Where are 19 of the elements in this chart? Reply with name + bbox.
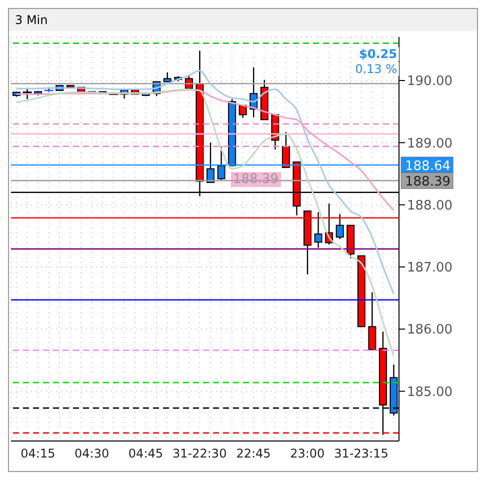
x-tick-label: 04:15	[20, 446, 56, 461]
y-tick-label: 187.00	[407, 260, 452, 276]
x-tick-label: 31-23:15	[334, 446, 388, 461]
ref-line-label: 188.39	[405, 174, 450, 190]
annotation: $0.25	[357, 47, 399, 61]
x-tick-label: 22:45	[236, 446, 271, 461]
y-tick-label: 188.00	[407, 198, 452, 214]
annotation: 188.39	[231, 172, 280, 187]
annotation: 0.13 %	[353, 62, 399, 76]
chart-title: 3 Min	[14, 12, 49, 29]
x-tick-label: 04:30	[74, 446, 110, 461]
x-tick-label: 23:00	[290, 446, 325, 461]
x-tick-label: 04:45	[128, 446, 164, 461]
x-tick-label: 31-22:30	[172, 446, 227, 461]
y-tick-label: 190.00	[407, 74, 452, 90]
y-tick-label: 186.00	[407, 322, 452, 338]
y-tick-label: 189.00	[407, 136, 452, 152]
ref-line-label: 188.64	[405, 159, 450, 174]
y-tick-label: 185.00	[407, 384, 452, 400]
